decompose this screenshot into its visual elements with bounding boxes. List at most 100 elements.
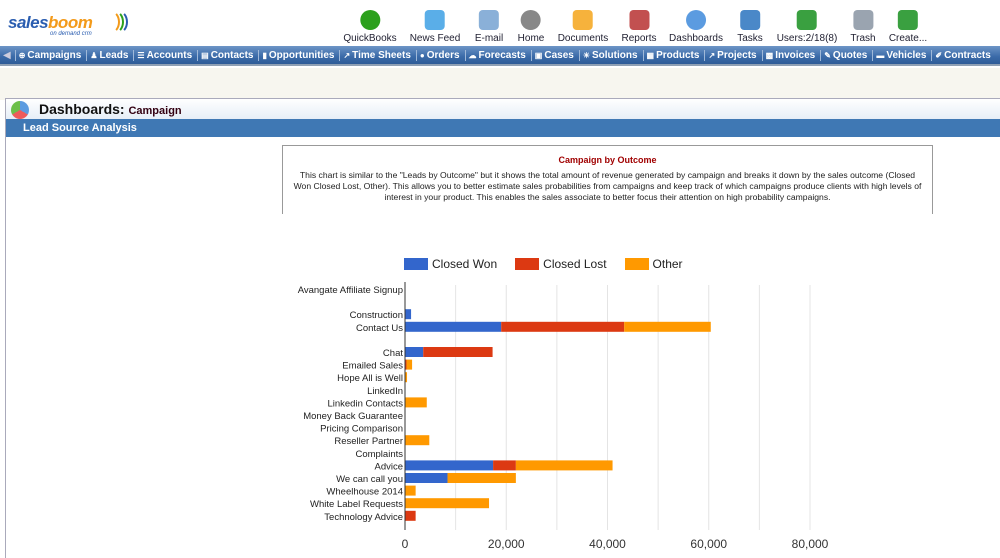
- home-icon: [521, 10, 541, 30]
- nav-contacts[interactable]: ▤ Contacts: [197, 49, 258, 61]
- toolbar-trash-button[interactable]: Trash: [850, 10, 876, 44]
- nav-time-sheets[interactable]: ↗ Time Sheets: [339, 49, 415, 61]
- chart-description-box: Campaign by Outcome This chart is simila…: [282, 145, 933, 214]
- bar-other: [624, 321, 711, 332]
- toolbar-tablet-button[interactable]: News Feed: [410, 10, 460, 44]
- category-label: Advice: [374, 461, 403, 472]
- accounts-icon: ☰: [137, 50, 145, 60]
- chart-description-title: Campaign by Outcome: [558, 155, 657, 165]
- invoices-icon: ▩: [765, 50, 774, 60]
- toolbar-users-button[interactable]: Users:2/18(8): [776, 10, 838, 44]
- nav-projects[interactable]: ↗ Projects: [704, 49, 761, 61]
- bar-closed-won: [405, 347, 424, 357]
- toolbar-label: Dashboards: [669, 33, 723, 44]
- legend-item[interactable]: Other: [624, 257, 683, 271]
- category-label: Reseller Partner: [334, 436, 403, 447]
- category-label: Technology Advice: [324, 512, 403, 523]
- legend-item[interactable]: Closed Lost: [515, 257, 607, 271]
- nav-quotes[interactable]: ✎ Quotes: [820, 49, 872, 61]
- trash-icon: [852, 10, 873, 30]
- orders-icon: ●: [419, 50, 425, 60]
- legend-item[interactable]: Closed Won: [404, 257, 497, 271]
- legend-swatch: [515, 258, 540, 270]
- category-label: Contact Us: [356, 323, 403, 334]
- toolbar-label: Create...: [888, 33, 928, 44]
- category-label: Pricing Comparison: [320, 424, 403, 435]
- bar-closed-lost: [423, 347, 493, 357]
- chart-legend: Closed Won Closed Lost Other: [404, 257, 683, 271]
- nav-contracts[interactable]: ✐ Contracts: [931, 49, 995, 61]
- folder-icon: [572, 10, 593, 30]
- toolbar-tasks-button[interactable]: Tasks: [737, 10, 763, 44]
- toolbar-label: Trash: [850, 33, 876, 44]
- toolbar-label: QuickBooks: [343, 33, 397, 44]
- toolbar-label: E-mail: [474, 33, 504, 44]
- toolbar-folder-button[interactable]: Documents: [557, 10, 609, 44]
- reports-icon: [628, 10, 649, 30]
- bar-closed-won: [405, 309, 412, 320]
- nav-leads[interactable]: ♟ Leads: [86, 49, 133, 61]
- section-header: Lead Source Analysis: [6, 119, 1000, 137]
- nav-campaigns[interactable]: ⊕ Campaigns: [14, 49, 87, 61]
- nav-orders[interactable]: ● Orders: [415, 49, 465, 61]
- page-title-bar: Dashboards: Campaign: [6, 99, 1000, 119]
- toolbar-label: Tasks: [737, 33, 763, 44]
- nav-forecasts[interactable]: ☁ Forecasts: [464, 49, 531, 61]
- bar-closed-lost: [493, 460, 516, 471]
- bar-closed-won: [405, 460, 494, 471]
- nav-cases[interactable]: ▣ Cases: [530, 49, 579, 61]
- toolbar-label: Documents: [557, 33, 609, 44]
- products-icon: ▦: [646, 50, 655, 60]
- toolbar-label: Users:2/18(8): [776, 33, 838, 44]
- toolbar-dashboard-pie-button[interactable]: Dashboards: [669, 10, 723, 44]
- bar-other: [405, 485, 416, 496]
- module-nav-bar: ◀ ⊕ Campaigns ♟ Leads ☰ Accounts ▤ Contacts ▮ Opp…: [0, 46, 1000, 66]
- x-tick-label: 20,000: [488, 537, 525, 551]
- category-label: We can call you: [336, 474, 403, 485]
- bar-closed-lost: [405, 510, 416, 521]
- contacts-icon: ▤: [201, 50, 209, 60]
- dashboard-pie-icon: [685, 10, 706, 30]
- bar-other: [405, 372, 408, 383]
- nav-accounts[interactable]: ☰ Accounts: [133, 49, 197, 61]
- chart-description-text: This chart is similar to the "Leads by O…: [293, 170, 922, 202]
- tasks-icon: [740, 10, 760, 30]
- cases-icon: ▣: [534, 50, 543, 60]
- salesboom-logo[interactable]: salesboom on demand crm: [8, 8, 128, 38]
- bar-closed-lost: [405, 359, 407, 370]
- toolbar-email-button[interactable]: E-mail: [475, 10, 503, 44]
- bar-other: [405, 397, 427, 408]
- toolbar-label: Home: [517, 33, 545, 44]
- campaign-outcome-chart: 0 20,000 40,000 60,000 80,000 Avangate Affili…: [298, 282, 829, 551]
- email-icon: [479, 10, 499, 30]
- bar-other: [406, 359, 413, 370]
- time-sheets-icon: ↗: [343, 50, 351, 60]
- contracts-icon: ✐: [935, 50, 943, 60]
- nav-solutions[interactable]: ☀ Solutions: [578, 49, 643, 61]
- category-label: Linkedin Contacts: [327, 398, 403, 409]
- bar-other: [405, 435, 430, 446]
- nav-vehicles[interactable]: ▬ Vehicles: [872, 49, 931, 61]
- quickbooks-icon: [359, 10, 380, 30]
- projects-icon: ↗: [708, 50, 716, 60]
- toolbar-reports-button[interactable]: Reports: [621, 10, 657, 44]
- nav-invoices[interactable]: ▩ Invoices: [761, 49, 821, 61]
- dashboard-pie-icon: [11, 101, 29, 119]
- nav-products[interactable]: ▦ Products: [642, 49, 705, 61]
- leads-icon: ♟: [90, 50, 98, 60]
- nav-opportunities[interactable]: ▮ Opportunities: [258, 49, 339, 61]
- category-label: Wheelhouse 2014: [326, 487, 403, 498]
- category-label: Hope All is Well: [337, 373, 403, 384]
- category-label: Avangate Affiliate Signup: [298, 285, 403, 296]
- solutions-icon: ☀: [582, 50, 590, 60]
- toolbar-home-button[interactable]: Home: [517, 10, 545, 44]
- nav-scroll-left-icon[interactable]: ◀: [3, 49, 11, 61]
- page-subtitle: Campaign: [128, 105, 182, 117]
- opportunities-icon: ▮: [262, 50, 267, 60]
- page-title: Dashboards: Campaign: [39, 101, 182, 117]
- top-header: salesboom on demand crm QuickBooks News F…: [0, 0, 1000, 46]
- x-tick-label: 40,000: [589, 537, 626, 551]
- quotes-icon: ✎: [824, 50, 831, 60]
- toolbar-create-plus-button[interactable]: Create...: [889, 10, 927, 44]
- toolbar-quickbooks-button[interactable]: QuickBooks: [343, 10, 397, 44]
